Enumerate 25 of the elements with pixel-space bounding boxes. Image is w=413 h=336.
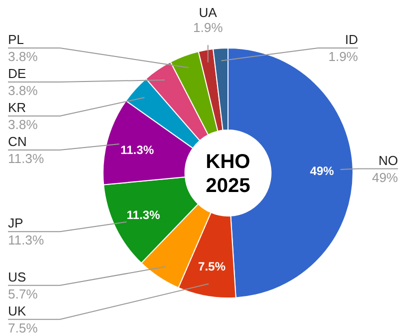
data-label: 1.9%: [193, 20, 224, 35]
text: 11.3%: [8, 151, 44, 166]
slice-label: DE: [8, 66, 26, 81]
data-label: 1.9%: [328, 49, 358, 64]
slice-label: UK: [8, 303, 26, 318]
text: 7.5%: [8, 320, 38, 336]
slice-label: PL: [8, 32, 24, 47]
data-label: 49%: [310, 164, 334, 178]
data-label: 7.5%: [198, 260, 226, 274]
data-label: 11.3%: [126, 208, 160, 222]
data-label: 11.3%: [120, 142, 154, 157]
slice-label: US: [8, 269, 26, 284]
slice-label: KR: [8, 100, 26, 115]
slice-label: CN: [8, 134, 27, 149]
slice-label: UA: [198, 5, 218, 20]
text: 11.3%: [8, 232, 44, 248]
data-label: 3.8%: [8, 49, 38, 64]
data-label: 5.7%: [8, 286, 38, 302]
text: KHO 2025: [206, 151, 250, 197]
text: 49%: [372, 170, 398, 185]
data-label: 3.8%: [8, 83, 38, 98]
slice-label: NO: [378, 152, 398, 168]
slice-label: JP: [8, 216, 24, 231]
data-label: 3.8%: [8, 117, 38, 132]
slice-label: ID: [345, 32, 358, 47]
